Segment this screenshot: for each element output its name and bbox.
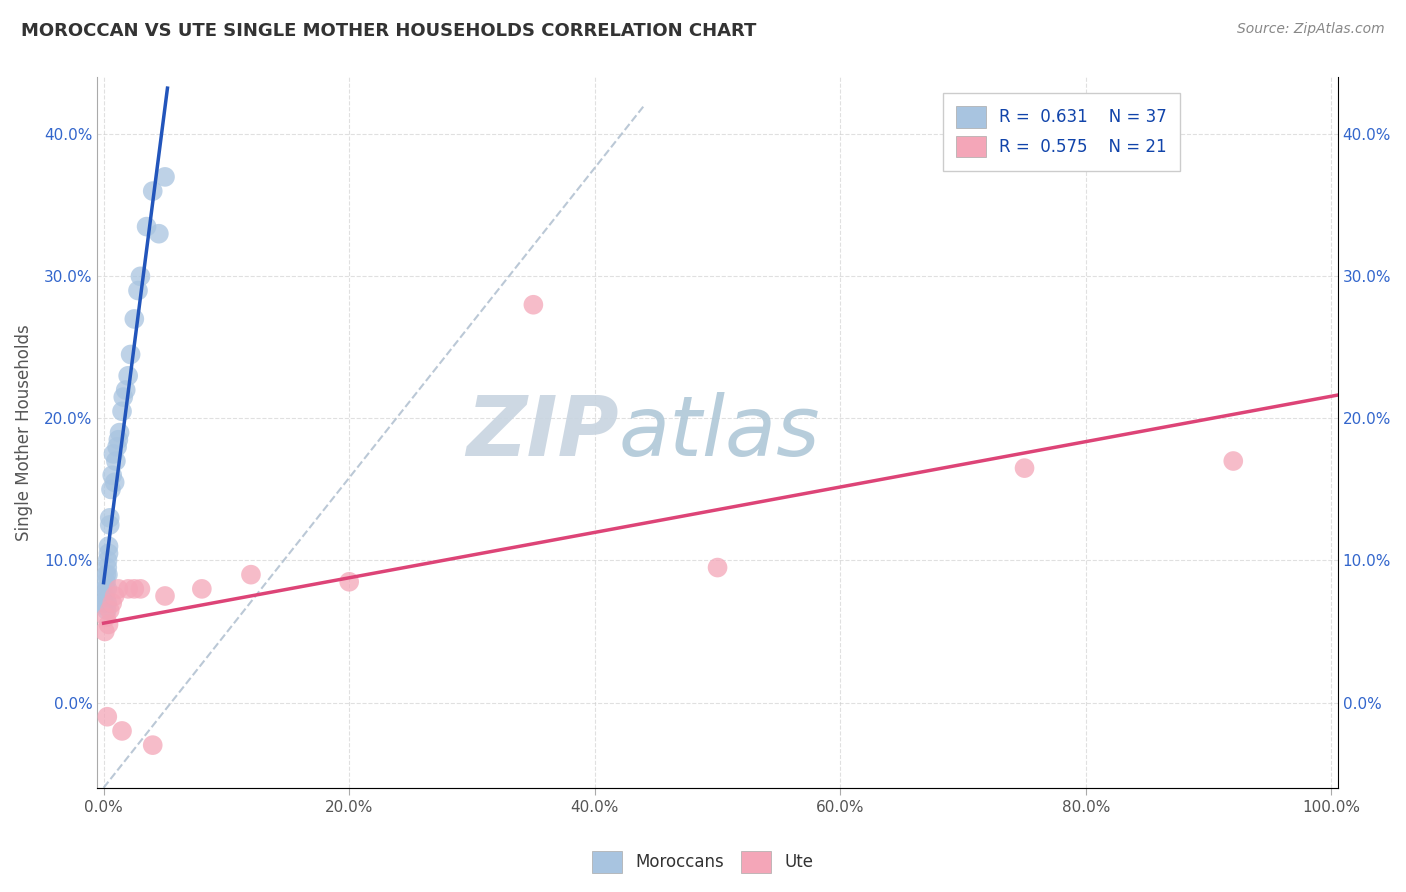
Point — [142, 184, 165, 198]
Point — [522, 298, 544, 312]
Point — [107, 433, 129, 447]
Y-axis label: Single Mother Households: Single Mother Households — [15, 324, 32, 541]
Point — [94, 599, 117, 613]
Point — [103, 447, 125, 461]
Legend: Moroccans, Ute: Moroccans, Ute — [586, 845, 820, 880]
Text: ZIP: ZIP — [465, 392, 619, 473]
Point — [135, 219, 157, 234]
Text: atlas: atlas — [619, 392, 820, 473]
Point — [94, 589, 117, 603]
Point — [97, 567, 120, 582]
Point — [1014, 461, 1036, 475]
Point — [94, 624, 117, 639]
Text: MOROCCAN VS UTE SINGLE MOTHER HOUSEHOLDS CORRELATION CHART: MOROCCAN VS UTE SINGLE MOTHER HOUSEHOLDS… — [21, 22, 756, 40]
Point — [112, 390, 135, 404]
Point — [96, 582, 118, 596]
Point — [104, 475, 127, 490]
Point — [239, 567, 262, 582]
Point — [153, 589, 176, 603]
Point — [101, 468, 124, 483]
Point — [98, 603, 121, 617]
Point — [96, 553, 118, 567]
Point — [96, 567, 118, 582]
Point — [120, 347, 142, 361]
Point — [97, 546, 120, 560]
Point — [96, 560, 118, 574]
Point — [96, 596, 118, 610]
Point — [104, 589, 127, 603]
Point — [104, 454, 127, 468]
Point — [117, 368, 139, 383]
Point — [96, 710, 118, 724]
Point — [105, 440, 128, 454]
Point — [98, 517, 121, 532]
Point — [191, 582, 214, 596]
Point — [129, 582, 152, 596]
Point — [98, 511, 121, 525]
Point — [108, 425, 131, 440]
Point — [117, 582, 139, 596]
Point — [1222, 454, 1244, 468]
Point — [111, 723, 134, 738]
Point — [94, 593, 117, 607]
Point — [107, 582, 129, 596]
Point — [96, 603, 118, 617]
Point — [129, 269, 152, 284]
Point — [337, 574, 360, 589]
Point — [111, 404, 134, 418]
Point — [100, 483, 122, 497]
Point — [94, 582, 117, 596]
Point — [124, 582, 146, 596]
Point — [124, 312, 146, 326]
Point — [127, 284, 149, 298]
Point — [101, 596, 124, 610]
Point — [93, 596, 115, 610]
Point — [706, 560, 728, 574]
Point — [114, 383, 136, 397]
Point — [148, 227, 170, 241]
Text: Source: ZipAtlas.com: Source: ZipAtlas.com — [1237, 22, 1385, 37]
Point — [97, 617, 120, 632]
Point — [97, 539, 120, 553]
Legend: R =  0.631    N = 37, R =  0.575    N = 21: R = 0.631 N = 37, R = 0.575 N = 21 — [943, 93, 1181, 170]
Point — [94, 610, 117, 624]
Point — [153, 169, 176, 184]
Point — [94, 574, 117, 589]
Point — [142, 738, 165, 752]
